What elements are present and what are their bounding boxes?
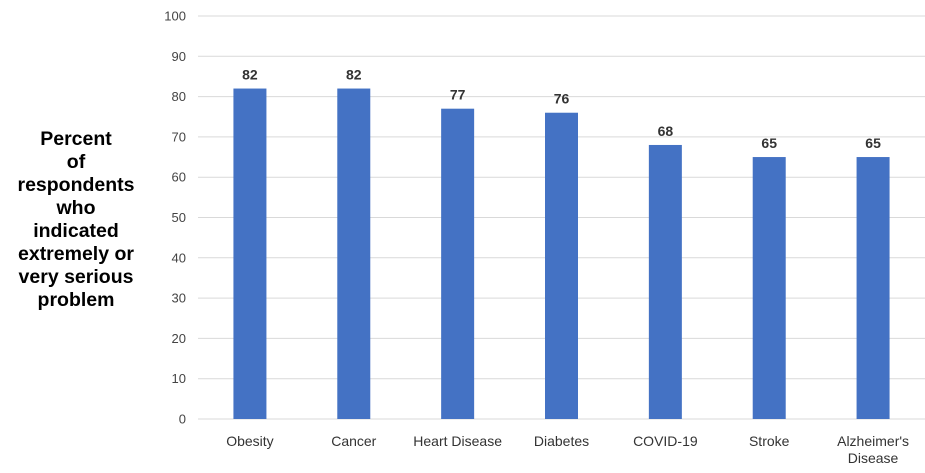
data-label: 82 [242, 67, 258, 83]
x-tick-label: COVID-19 [633, 433, 698, 449]
y-tick-label: 50 [172, 210, 186, 225]
data-label: 82 [346, 67, 362, 83]
x-tick-label: Stroke [749, 433, 790, 449]
y-axis-title-line: Percent [40, 128, 112, 150]
data-label: 65 [761, 135, 777, 151]
bar [752, 157, 786, 420]
y-axis-title-line: who [56, 197, 96, 219]
y-tick-label: 90 [172, 49, 186, 64]
data-label: 76 [554, 91, 570, 107]
data-label: 68 [658, 123, 674, 139]
y-axis-title-line: indicated [33, 220, 119, 242]
y-tick-label: 80 [172, 89, 186, 104]
y-axis-title: Percent of respondents who indicated extremel… [4, 128, 148, 312]
bar [648, 144, 682, 419]
data-label: 77 [450, 87, 466, 103]
x-tick-label: Heart Disease [413, 433, 502, 449]
y-axis-title-line: of [66, 151, 86, 173]
bar [337, 88, 371, 419]
y-tick-label: 100 [164, 9, 186, 24]
x-tick-label: Diabetes [534, 433, 589, 449]
y-tick-label: 40 [172, 250, 186, 265]
y-tick-label: 70 [172, 129, 186, 144]
x-tick-label: Cancer [331, 433, 376, 449]
y-tick-label: 20 [172, 331, 186, 346]
y-axis-title-line: extremely or [18, 243, 134, 265]
y-tick-label: 0 [179, 412, 186, 427]
x-tick-label: Obesity [226, 433, 273, 449]
bar [233, 88, 267, 419]
x-tick-label: Alzheimer's Disease [837, 433, 909, 466]
data-label: 65 [865, 135, 881, 151]
bar [856, 157, 890, 420]
y-tick-label: 60 [172, 170, 186, 185]
y-axis-title-line: very serious [18, 266, 134, 288]
y-axis-title-line: respondents [17, 174, 135, 196]
bar [441, 108, 475, 419]
y-axis-title-line: problem [37, 289, 115, 311]
bar [545, 112, 578, 419]
y-tick-label: 30 [172, 291, 186, 306]
y-tick-label: 10 [172, 371, 186, 386]
